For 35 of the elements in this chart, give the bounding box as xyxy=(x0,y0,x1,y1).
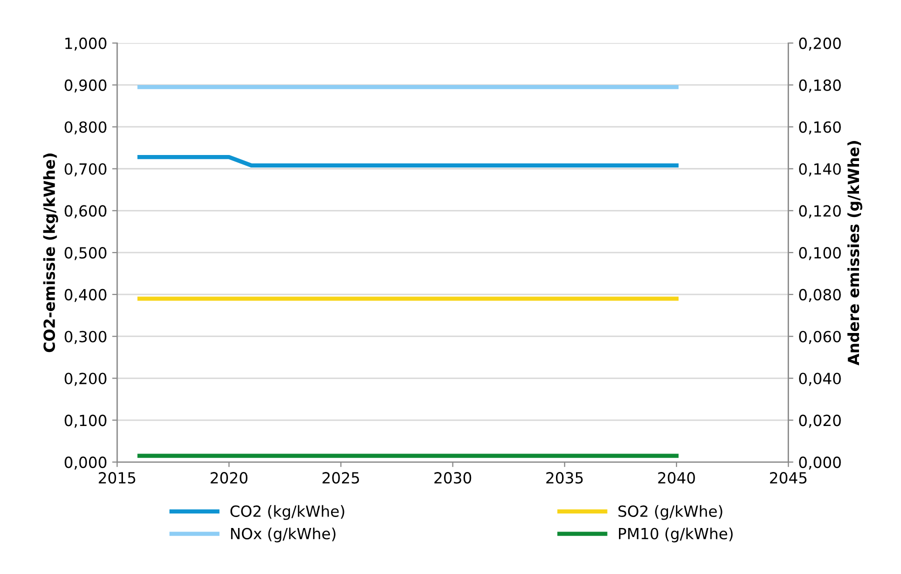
y2-tick-label: 0,000 xyxy=(799,456,841,470)
x-tick-label: 2025 xyxy=(322,472,359,484)
y2-tick-label: 0,160 xyxy=(799,121,841,134)
x-tick-label: 2030 xyxy=(434,472,472,484)
y-tick-label: 0,500 xyxy=(64,247,106,260)
y2-tick-label: 0,060 xyxy=(799,330,841,344)
legend-label: PM10 (g/kWhe) xyxy=(618,528,733,542)
x-tick-label: 2040 xyxy=(658,472,695,484)
x-tick-label: 2020 xyxy=(210,472,248,484)
y-tick-label: 0,900 xyxy=(64,79,106,93)
y2-tick-label: 0,100 xyxy=(799,247,841,260)
y-tick-label: 0,200 xyxy=(64,372,106,386)
y-tick-label: 0,700 xyxy=(64,163,106,176)
x-tick-label: 2035 xyxy=(546,472,583,484)
y-tick-label: 0,000 xyxy=(64,456,106,470)
y-tick-label: 1,000 xyxy=(65,38,106,51)
x-tick-label: 2045 xyxy=(770,472,806,484)
y2-tick-label: 0,080 xyxy=(799,288,841,302)
legend-label: NOx (g/kWhe) xyxy=(231,528,336,542)
y2-tick-label: 0,020 xyxy=(799,414,841,428)
y-tick-label: 0,300 xyxy=(64,330,106,344)
legend-label: CO2 (kg/kWhe) xyxy=(230,505,344,520)
y-tick-label: 0,100 xyxy=(64,414,106,428)
y-tick-label: 0,400 xyxy=(64,288,106,302)
y2-tick-label: 0,120 xyxy=(799,205,841,218)
x-tick-label: 2015 xyxy=(98,472,136,484)
y2-axis-title: Andere emissies (g/kWhe) xyxy=(847,141,862,366)
y-tick-label: 0,600 xyxy=(64,205,106,218)
y2-tick-label: 0,040 xyxy=(799,372,841,386)
legend-label: SO2 (g/kWhe) xyxy=(618,505,722,520)
y-axis-title: CO2-emissie (kg/kWhe) xyxy=(43,154,58,352)
y2-tick-label: 0,180 xyxy=(799,79,841,93)
y2-tick-label: 0,200 xyxy=(799,38,841,51)
y-tick-label: 0,800 xyxy=(64,121,106,134)
y2-tick-label: 0,140 xyxy=(799,163,841,176)
